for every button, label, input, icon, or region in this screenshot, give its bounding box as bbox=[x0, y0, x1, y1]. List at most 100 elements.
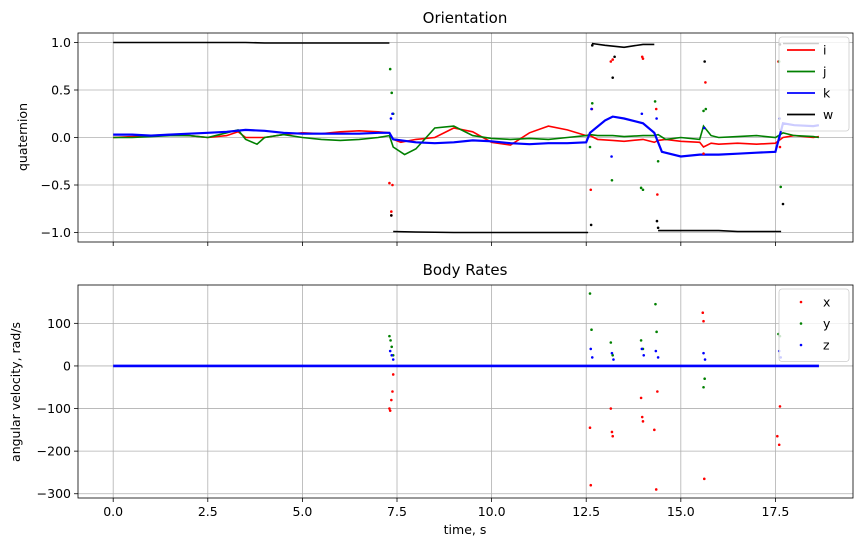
data-point-x bbox=[589, 483, 593, 487]
data-point bbox=[639, 186, 643, 190]
data-point-x bbox=[390, 398, 393, 402]
body-rates-title: Body Rates bbox=[423, 261, 508, 279]
data-point-z bbox=[656, 356, 660, 359]
legend-swatch-x bbox=[799, 300, 803, 304]
legend-label-w: w bbox=[823, 107, 833, 122]
series-line-k bbox=[113, 115, 820, 158]
x-tick-label: 10.0 bbox=[478, 504, 506, 519]
data-point bbox=[781, 202, 785, 206]
data-point-x bbox=[391, 373, 395, 376]
orientation-axes-frame bbox=[77, 32, 854, 243]
data-point bbox=[611, 58, 615, 61]
data-point-y bbox=[609, 341, 613, 344]
orientation-panel: Orientation quaternion −1.0 −0.5 0.0 0.5 1.0… bbox=[15, 9, 854, 246]
data-point bbox=[702, 152, 705, 155]
data-point-x bbox=[777, 443, 781, 447]
y-tick-label: −200 bbox=[37, 444, 71, 459]
data-point-x bbox=[654, 488, 658, 491]
orientation-ylabel: quaternion bbox=[15, 103, 30, 171]
data-point bbox=[656, 193, 659, 196]
data-point bbox=[609, 60, 613, 63]
data-point bbox=[588, 145, 592, 149]
body-rates-axes-frame bbox=[77, 284, 854, 499]
series-line-w-seg-6 bbox=[658, 229, 782, 233]
y-tick-label: −1.0 bbox=[41, 225, 71, 240]
legend-label-x: x bbox=[823, 295, 830, 310]
x-tick-label: 0.0 bbox=[103, 504, 123, 519]
data-point bbox=[611, 76, 615, 79]
legend-label-j: j bbox=[822, 64, 826, 79]
data-point-y bbox=[654, 302, 657, 306]
data-point-z bbox=[590, 356, 594, 359]
legend-swatch-y bbox=[799, 322, 803, 325]
data-point bbox=[388, 67, 392, 71]
data-point bbox=[391, 183, 394, 187]
data-point-x bbox=[639, 396, 643, 400]
data-point-x bbox=[588, 426, 592, 430]
data-point bbox=[641, 57, 645, 60]
data-point-x bbox=[610, 430, 614, 434]
body-rates-grid bbox=[78, 285, 853, 498]
data-point bbox=[390, 214, 393, 217]
data-point-z bbox=[589, 347, 593, 351]
data-point-y bbox=[611, 353, 615, 357]
x-tick-label: 2.5 bbox=[198, 504, 218, 519]
data-point-x bbox=[656, 390, 659, 393]
series-line-i bbox=[113, 125, 820, 149]
y-tick-label: −0.5 bbox=[41, 178, 71, 193]
data-point bbox=[653, 100, 657, 103]
data-point-z bbox=[610, 351, 614, 355]
data-point-y bbox=[390, 345, 394, 349]
data-point bbox=[702, 109, 705, 113]
legend-label-k: k bbox=[823, 86, 831, 101]
x-tick-label: 17.5 bbox=[762, 504, 790, 519]
data-point bbox=[656, 159, 660, 163]
data-point-x bbox=[640, 415, 644, 419]
body-rates-ylabel: angular velocity, rad/s bbox=[8, 322, 23, 462]
x-tick-label: 15.0 bbox=[667, 504, 695, 519]
data-point bbox=[388, 181, 391, 185]
y-tick-label: −300 bbox=[37, 486, 71, 501]
data-point bbox=[390, 210, 393, 213]
data-point bbox=[779, 185, 783, 189]
data-point-z bbox=[390, 353, 394, 357]
data-point-y bbox=[588, 292, 592, 295]
orientation-ticks: −1.0 −0.5 0.0 0.5 1.0 bbox=[41, 35, 776, 246]
legend-box bbox=[778, 36, 850, 132]
data-point bbox=[590, 102, 594, 105]
data-point-x bbox=[391, 390, 394, 393]
x-tick-label: 7.5 bbox=[387, 504, 407, 519]
data-point-y bbox=[389, 339, 392, 342]
data-point-x bbox=[388, 407, 391, 410]
legend-box bbox=[778, 288, 850, 362]
data-point-x bbox=[702, 477, 706, 481]
data-point-z bbox=[702, 351, 705, 355]
data-point-z bbox=[642, 353, 646, 357]
data-point-z bbox=[612, 358, 615, 361]
data-point bbox=[704, 81, 707, 84]
data-point-x bbox=[702, 319, 705, 323]
data-point bbox=[610, 178, 614, 182]
data-point bbox=[391, 112, 394, 116]
orientation-grid bbox=[78, 33, 853, 242]
data-point bbox=[389, 117, 393, 120]
data-point bbox=[590, 107, 593, 111]
data-point bbox=[703, 60, 706, 63]
y-tick-label: 1.0 bbox=[51, 35, 71, 50]
data-point bbox=[589, 223, 593, 227]
data-point bbox=[613, 55, 616, 59]
data-point-x bbox=[641, 420, 645, 423]
data-point bbox=[590, 44, 594, 47]
series-line-j bbox=[113, 124, 820, 156]
y-tick-label: −100 bbox=[37, 401, 71, 416]
body-rates-xlabel: time, s bbox=[444, 522, 487, 537]
y-tick-label: 0.5 bbox=[51, 83, 71, 98]
series-line-w-seg-5 bbox=[591, 42, 655, 49]
data-point bbox=[640, 112, 644, 116]
series-line-w bbox=[113, 41, 390, 44]
data-point bbox=[704, 107, 708, 111]
data-point bbox=[655, 219, 659, 223]
data-point-x bbox=[701, 311, 705, 314]
legend-label-i: i bbox=[823, 43, 826, 58]
